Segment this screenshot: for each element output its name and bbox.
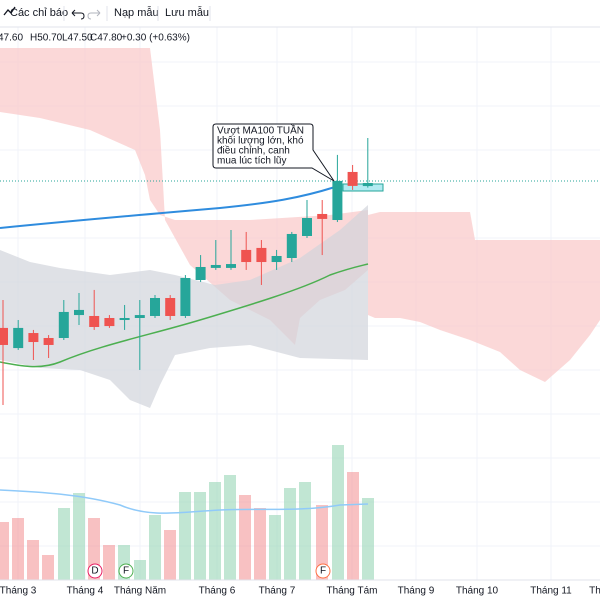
volume-ma <box>0 489 369 514</box>
x-tick-label: Tháng 9 <box>398 586 435 597</box>
x-tick-label: Tháng 3 <box>0 586 37 597</box>
x-tick-label: Tháng 10 <box>456 586 499 597</box>
candle-body <box>317 213 328 219</box>
legend-high: H50.70 <box>30 33 63 44</box>
candle-body <box>150 297 160 316</box>
annotation-line: mua lúc tích lũy <box>217 156 286 167</box>
candle-body <box>302 218 312 236</box>
event-marker[interactable] <box>118 563 134 579</box>
candle-body <box>256 247 267 263</box>
annotation-box <box>212 123 335 182</box>
indicator-icon[interactable] <box>3 6 16 16</box>
legend-low: L47.50 <box>62 33 93 44</box>
event-label[interactable]: F <box>320 566 326 577</box>
candle-body <box>210 264 221 268</box>
candle-body <box>271 255 282 263</box>
legend-open: 47.60 <box>0 33 23 44</box>
indicators-button[interactable]: Các chỉ báo <box>10 7 68 19</box>
undo-button[interactable] <box>71 9 85 20</box>
candle-body <box>332 180 343 221</box>
x-tick-label: Tháng Tám <box>327 586 378 597</box>
x-tick-label: Tháng 11 <box>530 586 572 597</box>
candle-body <box>347 171 358 186</box>
candle-body <box>89 315 100 327</box>
event-label[interactable]: D <box>91 566 98 577</box>
x-tick-label: Tháng 7 <box>259 586 296 597</box>
candle-body <box>74 309 84 316</box>
load-template[interactable]: Nạp mẫu <box>114 6 159 19</box>
candle-body <box>119 317 130 321</box>
cloud-red <box>0 48 600 382</box>
candle-body <box>165 297 176 316</box>
legend-change: +0.30 (+0.63%) <box>121 33 190 44</box>
x-axis <box>0 580 600 600</box>
x-tick-label: Tháng 4 <box>67 586 104 597</box>
annotation-line: điều chỉnh, canh <box>217 145 290 157</box>
candle-body <box>134 315 145 318</box>
candle-body <box>362 182 373 187</box>
candle-body <box>180 277 191 316</box>
candle-body <box>226 264 236 268</box>
candle-body <box>241 249 252 263</box>
ma100 <box>0 186 336 229</box>
legend-close: C47.80 <box>90 33 123 44</box>
ohlc-legend: 47.60 H50.70 L47.50 C47.80 +0.30 (+0.63%… <box>0 33 190 44</box>
x-tick-label: Tháng Năm <box>114 586 166 597</box>
event-label[interactable]: F <box>123 566 129 577</box>
x-labels: Tháng 3 Tháng 4 Tháng Năm Tháng 6 Tháng 7 Thá… <box>0 586 600 597</box>
x-tick-label: Tháng 6 <box>199 586 236 597</box>
event-marker[interactable] <box>315 563 331 579</box>
annotation-line: Vượt MA100 TUẦN <box>217 124 304 137</box>
redo-button[interactable] <box>87 9 101 20</box>
candle-body <box>195 266 206 281</box>
candle-body <box>28 333 39 343</box>
annotation-line: khối lượng lớn, khó <box>217 135 304 147</box>
save-template[interactable]: Lưu mẫu <box>165 6 209 19</box>
candle-body <box>58 311 69 338</box>
candles <box>0 138 373 405</box>
x-tick-label: Th <box>589 586 600 597</box>
candle-body <box>104 317 115 327</box>
candle-body <box>286 233 297 258</box>
candle-body <box>0 327 8 345</box>
candle-body <box>13 327 24 349</box>
ma-green <box>0 263 369 368</box>
event-marker[interactable] <box>87 563 103 579</box>
candle-body <box>43 337 54 345</box>
